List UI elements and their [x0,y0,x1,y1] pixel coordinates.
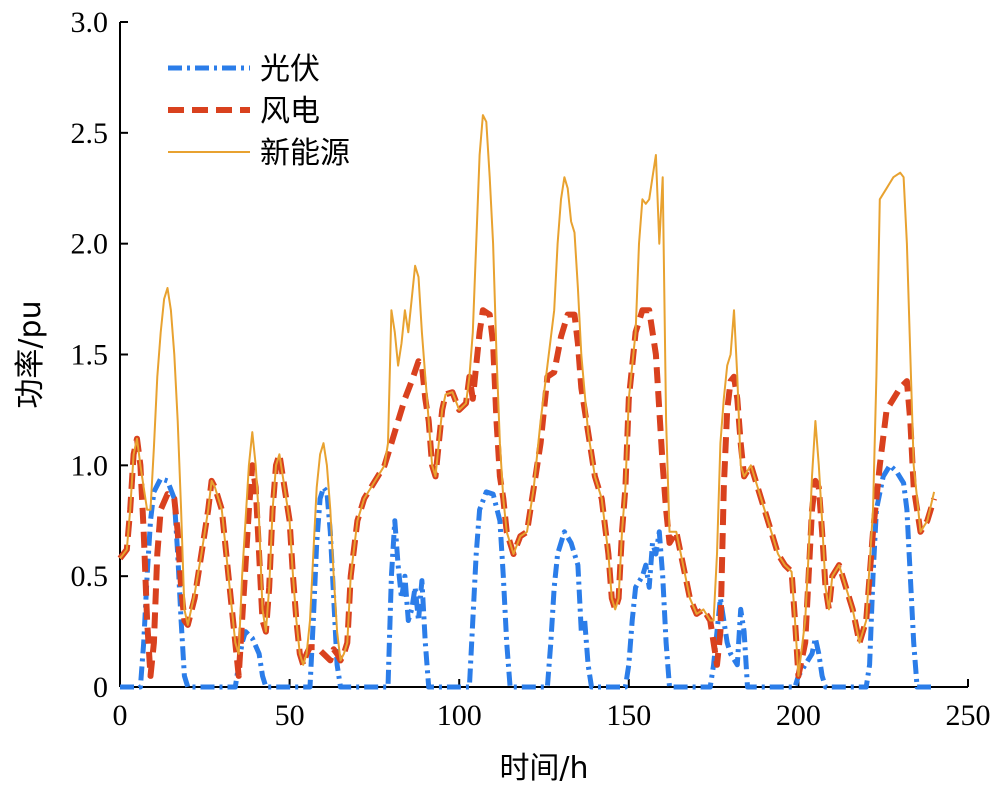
y-tick-label: 2.0 [71,228,109,261]
y-tick-label: 3.0 [71,6,109,39]
x-tick-label: 250 [946,699,991,732]
x-tick-label: 100 [437,699,482,732]
y-axis-title: 功率/pu [13,300,48,408]
y-tick-label: 0.5 [71,560,109,593]
x-tick-label: 0 [113,699,128,732]
series-line-3 [119,114,936,677]
legend-label-1: 光伏 [260,52,320,87]
series-lines [117,114,937,690]
axis-ticks: 0 50 100 150 200 250 0 0.5 1.0 1.5 2.0 2.5 3.0 [71,6,991,732]
y-tick-label: 1.0 [71,449,109,482]
legend-label-3: 新能源 [260,136,350,171]
x-axis-title: 时间/h [499,751,588,786]
y-tick-label: 1.5 [71,339,109,372]
y-tick-label: 2.5 [71,117,109,150]
y-tick-label: 0 [93,671,108,704]
legend-label-2: 风电 [260,94,320,129]
x-tick-label: 150 [606,699,651,732]
axes [119,22,968,688]
x-tick-label: 50 [275,699,305,732]
x-tick-label: 200 [776,699,821,732]
